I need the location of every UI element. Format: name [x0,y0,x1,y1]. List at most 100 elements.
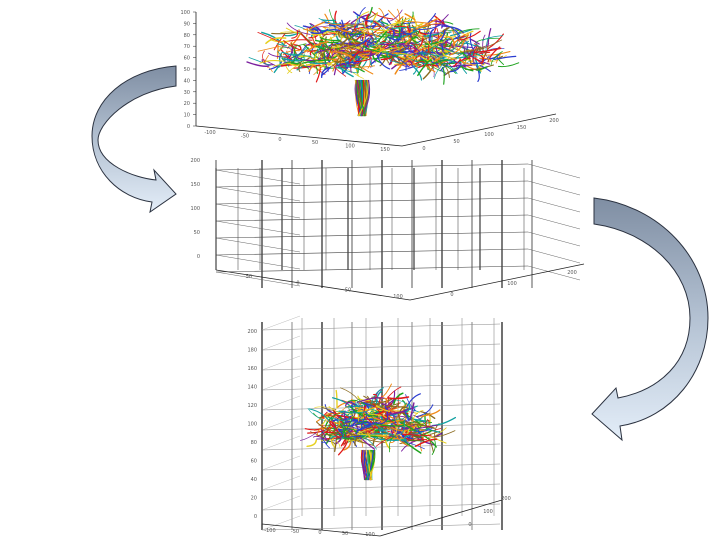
fiber-strand [396,38,413,56]
fiber-strand [323,52,327,64]
grid-depth-line [261,475,301,491]
fiber-strand [463,46,482,52]
fiber-strand [283,40,301,50]
y-tick-label: 200 [567,270,577,276]
fiber-strand [285,27,297,34]
fiber-strand [353,27,363,44]
fiber-strand [358,398,367,406]
fiber-strand [300,32,311,44]
grid-horizontal-line [215,248,529,256]
fiber-strand [389,437,395,444]
fiber-strand [367,50,372,57]
grid-depth-line [261,495,301,511]
fiber-strand [318,17,341,25]
fiber-strand [338,410,367,414]
fiber-strand [365,13,370,28]
fiber-strand [415,404,434,418]
fiber-strand [389,53,410,68]
grid-horizontal-line [261,383,501,391]
fiber-strand [475,66,488,71]
fiber-strand [391,41,395,54]
fiber-strand [369,408,379,414]
fiber-strand [411,24,418,34]
grid-depth-line [215,254,301,270]
fiber-strand [335,389,338,409]
fiber-strand [358,6,366,23]
fiber-strand [246,61,270,67]
fiber-strand [384,17,411,27]
fiber-strand [395,53,417,60]
fiber-strand [437,52,448,58]
fiber-strand [366,424,376,432]
grid-horizontal-line [215,214,529,222]
fiber-strand [396,400,410,407]
z-tick-label: 80 [184,33,190,39]
z-tick-label: 100 [190,206,200,212]
fiber-strand [342,429,354,443]
fiber-strand [280,31,303,34]
x-tick-label: 0 [296,281,299,287]
fiber-strand [444,47,456,55]
fiber-strand [324,63,329,72]
fiber-strand [302,65,310,70]
fiber-strand [361,410,380,420]
fiber-strand [493,55,517,61]
fiber-strand [379,53,389,67]
fiber-strand [362,36,367,51]
fiber-strand [314,406,335,410]
grid-horizontal-line [261,363,501,371]
fiber-strand [335,26,352,33]
fiber-strand [375,436,391,447]
fiber-strand [335,440,341,449]
fiber-strand [355,423,372,435]
fiber-strand [413,35,424,53]
brainstem-strand [363,449,367,481]
y-tick-label: 100 [507,281,517,287]
fiber-strand [328,419,339,433]
fiber-strand [406,56,418,68]
fiber-strand [276,43,287,47]
fiber-strand [345,401,353,407]
fiber-strand [416,24,442,31]
fiber-strand [333,433,343,438]
z-tick-label: 20 [251,496,257,502]
fiber-strand [417,409,441,418]
grid-horizontal-line [215,197,529,205]
fiber-strand [354,11,370,25]
grid-depth-line [215,186,301,202]
z-tick-label: 50 [194,230,200,236]
fiber-strand [372,54,382,64]
fiber-strand [412,15,418,26]
fiber-strand [373,393,377,401]
fiber-strand [425,418,430,428]
z-tick-label: 200 [190,158,200,164]
fiber-strand [320,428,328,442]
grid-horizontal-line [215,180,529,188]
grid-depth-line [261,355,301,371]
fiber-strand [406,393,421,408]
fiber-strand [412,428,433,433]
grid-depth-line [527,214,581,230]
fiber-strand [495,52,502,64]
y-tick-label: 200 [549,118,559,124]
fiber-strand [308,408,330,423]
y-tick-label: 0 [450,292,453,298]
fiber-strand [461,61,476,66]
fiber-strand [419,410,436,419]
y-axis-line [401,113,557,147]
fiber-strand [393,424,416,437]
fiber-strand [372,13,389,29]
grid-depth-line [215,271,301,287]
fiber-strand [417,64,439,69]
fiber-strand [388,41,406,46]
fiber-strand [370,41,390,47]
fiber-strand [264,55,269,62]
fiber-strand [394,59,408,75]
fiber-strand [328,406,344,415]
x-tick-label: 150 [380,147,390,153]
grid-horizontal-line [215,163,529,171]
fiber-strand [474,57,483,65]
fiber-strand [356,397,385,404]
y-tick-label: 0 [422,146,425,152]
fiber-strand [477,39,503,51]
